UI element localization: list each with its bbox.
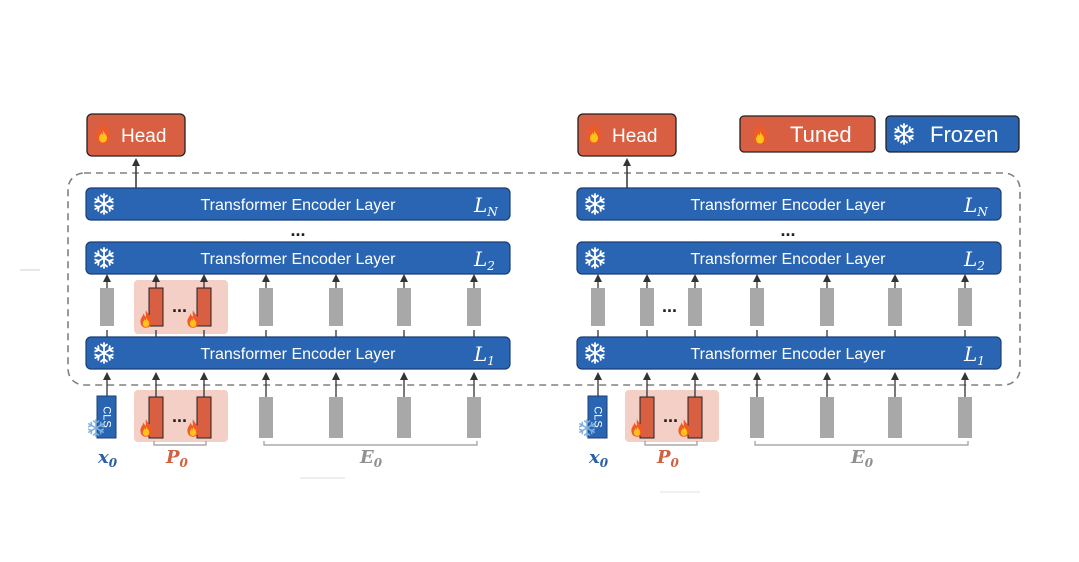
token: [750, 397, 764, 438]
prompt-bracket: [644, 441, 698, 446]
head-label: Head: [612, 126, 657, 147]
layer-index: LN: [473, 193, 498, 219]
encoder-layer-2: Transformer Encoder Layer L2: [576, 241, 1002, 275]
e0-label: E0: [850, 447, 874, 470]
token: [329, 397, 343, 438]
prompt-bracket: [153, 441, 207, 446]
token: [888, 397, 902, 438]
legend-frozen-label: Frozen: [930, 122, 998, 147]
token: [750, 288, 764, 326]
token: [259, 288, 273, 326]
encoder-layer-2: Transformer Encoder Layer L2: [85, 241, 511, 275]
encoder-layer-1: Transformer Encoder Layer L1: [576, 336, 1002, 370]
token: [688, 288, 702, 326]
layer-index: L2: [963, 247, 985, 273]
prompt-ellipsis: ...: [663, 406, 678, 426]
layer-label: Transformer Encoder Layer: [200, 346, 396, 363]
token: [467, 288, 481, 326]
prompt-token: [687, 396, 703, 439]
token: [820, 288, 834, 326]
frozen-backbone-frame: [67, 172, 1021, 386]
layer-index: LN: [963, 193, 988, 219]
layer-index: L2: [473, 247, 495, 273]
encoder-layer-1: Transformer Encoder Layer L1: [85, 336, 511, 370]
encoder-layer-n: Transformer Encoder Layer LN: [576, 187, 1002, 221]
layer-label: Transformer Encoder Layer: [200, 251, 396, 268]
input-tokens: CLS ...: [578, 372, 972, 446]
embedding-bracket: [754, 441, 969, 446]
prompt-token: [196, 396, 212, 439]
layer-label: Transformer Encoder Layer: [690, 346, 886, 363]
token: [397, 288, 411, 326]
token: [640, 288, 654, 326]
token: [329, 288, 343, 326]
intermediate-tokens: ...: [591, 274, 972, 338]
layer-ellipsis: ...: [290, 220, 305, 240]
legend-tuned-label: Tuned: [790, 122, 852, 147]
token: [591, 288, 605, 326]
p0-label: P0: [165, 447, 189, 470]
embedding-bracket: [263, 441, 478, 446]
prompt-ellipsis: ...: [172, 296, 187, 316]
right-panel: Head Transformer Encoder Layer LN ... Tr…: [576, 113, 1002, 470]
e0-label: E0: [359, 447, 383, 470]
head-block: Head: [577, 113, 677, 157]
layer-ellipsis: ...: [780, 220, 795, 240]
cls-label: CLS: [101, 406, 113, 427]
left-panel: Head Transformer Encoder Layer LN ... Tr…: [85, 113, 511, 470]
layer-index: L1: [473, 342, 495, 368]
intermediate-tokens: ...: [100, 274, 481, 338]
input-tokens: CLS ...: [87, 372, 481, 446]
legend: Tuned Frozen: [739, 115, 1020, 153]
token: [467, 397, 481, 438]
prompt-ellipsis: ...: [172, 406, 187, 426]
token: [888, 288, 902, 326]
cls-label: CLS: [592, 406, 604, 427]
legend-tuned: Tuned: [739, 115, 876, 153]
token-ellipsis: ...: [662, 296, 677, 316]
layer-index: L1: [963, 342, 985, 368]
token: [100, 288, 114, 326]
token: [397, 397, 411, 438]
encoder-layer-n: Transformer Encoder Layer LN: [85, 187, 511, 221]
prompt-token: [196, 287, 212, 327]
p0-label: P0: [656, 447, 680, 470]
token: [958, 288, 972, 326]
token: [820, 397, 834, 438]
layer-label: Transformer Encoder Layer: [200, 197, 396, 214]
token: [958, 397, 972, 438]
token: [259, 397, 273, 438]
legend-frozen: Frozen: [885, 115, 1020, 153]
layer-label: Transformer Encoder Layer: [690, 197, 886, 214]
head-label: Head: [121, 126, 166, 147]
x0-label: x0: [588, 447, 609, 470]
layer-label: Transformer Encoder Layer: [690, 251, 886, 268]
x0-label: x0: [97, 447, 118, 470]
head-block: Head: [86, 113, 186, 157]
